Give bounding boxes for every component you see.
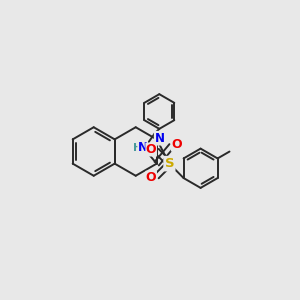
Text: H: H [133,143,142,153]
Text: O: O [146,143,157,156]
Text: O: O [146,171,157,184]
Text: S: S [165,157,174,170]
Text: N: N [138,141,148,154]
Text: O: O [171,138,182,151]
Text: N: N [155,132,165,145]
